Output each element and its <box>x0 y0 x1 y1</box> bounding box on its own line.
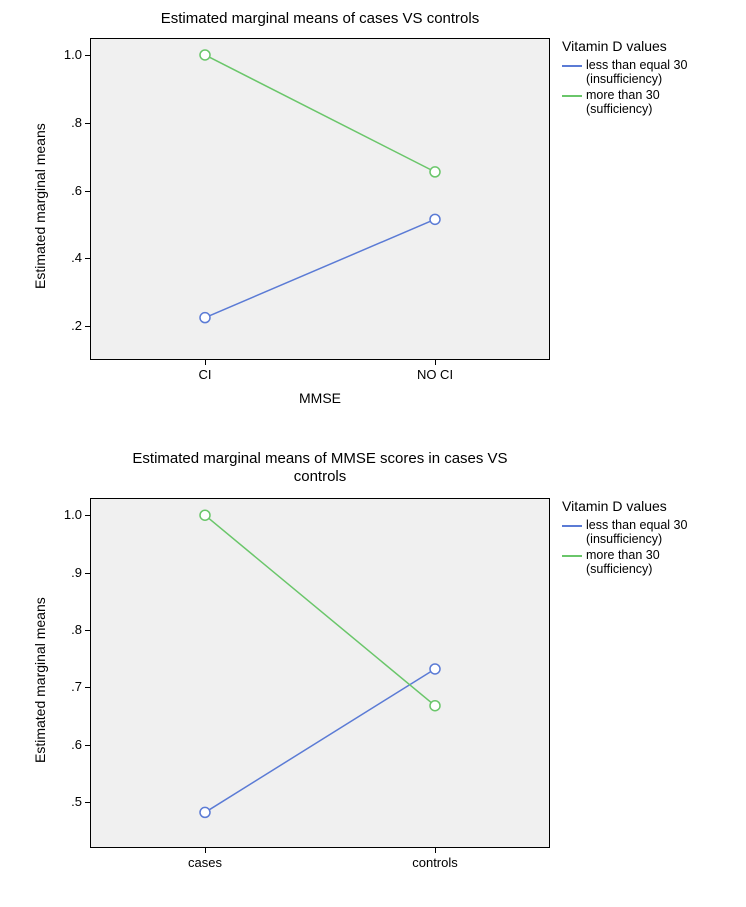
y-tick-label: .6 <box>42 183 82 198</box>
y-tick-mark <box>85 515 90 516</box>
y-axis-label: Estimated marginal means <box>32 123 48 289</box>
series-line <box>205 219 435 317</box>
y-tick-mark <box>85 123 90 124</box>
series-marker <box>200 807 210 817</box>
legend-swatch <box>562 65 582 67</box>
y-tick-mark <box>85 573 90 574</box>
x-tick-label: CI <box>199 367 212 382</box>
series-marker <box>430 664 440 674</box>
legend-item: less than equal 30 (insufficiency) <box>562 518 716 547</box>
x-tick-label: cases <box>188 855 222 870</box>
y-tick-label: .5 <box>42 794 82 809</box>
legend-text: more than 30 (sufficiency) <box>586 88 716 117</box>
y-tick-label: .7 <box>42 679 82 694</box>
x-tick-mark <box>435 360 436 365</box>
y-tick-mark <box>85 258 90 259</box>
y-tick-mark <box>85 802 90 803</box>
legend-text: more than 30 (sufficiency) <box>586 548 716 577</box>
legend: Vitamin D values less than equal 30 (insu… <box>562 38 716 118</box>
y-tick-label: .2 <box>42 318 82 333</box>
chart-title: Estimated marginal means of cases VS con… <box>90 10 550 28</box>
y-tick-label: .9 <box>42 565 82 580</box>
x-tick-mark <box>205 848 206 853</box>
series-marker <box>430 214 440 224</box>
y-tick-label: .6 <box>42 737 82 752</box>
y-axis-label: Estimated marginal means <box>32 597 48 763</box>
legend-swatch <box>562 555 582 557</box>
chart-title: Estimated marginal means of MMSE scores … <box>90 450 550 486</box>
y-tick-mark <box>85 55 90 56</box>
legend-text: less than equal 30 (insufficiency) <box>586 58 716 87</box>
series-line <box>205 515 435 705</box>
plot-svg <box>90 38 550 360</box>
legend-swatch <box>562 525 582 527</box>
legend: Vitamin D values less than equal 30 (insu… <box>562 498 716 578</box>
y-tick-mark <box>85 630 90 631</box>
legend-item: more than 30 (sufficiency) <box>562 548 716 577</box>
series-marker <box>430 701 440 711</box>
y-tick-mark <box>85 687 90 688</box>
y-tick-label: 1.0 <box>42 507 82 522</box>
y-tick-mark <box>85 326 90 327</box>
x-tick-label: controls <box>412 855 458 870</box>
legend-title: Vitamin D values <box>562 38 716 54</box>
y-tick-label: .8 <box>42 622 82 637</box>
legend-title: Vitamin D values <box>562 498 716 514</box>
y-tick-mark <box>85 745 90 746</box>
x-axis-label: MMSE <box>90 390 550 406</box>
series-line <box>205 669 435 812</box>
legend-item: less than equal 30 (insufficiency) <box>562 58 716 87</box>
series-line <box>205 55 435 172</box>
legend-item: more than 30 (sufficiency) <box>562 88 716 117</box>
plot-svg <box>90 498 550 848</box>
series-marker <box>200 313 210 323</box>
x-tick-label: NO CI <box>417 367 453 382</box>
y-tick-label: 1.0 <box>42 47 82 62</box>
chart-block: Estimated marginal means of MMSE scores … <box>0 440 746 900</box>
series-marker <box>430 167 440 177</box>
legend-text: less than equal 30 (insufficiency) <box>586 518 716 547</box>
series-marker <box>200 510 210 520</box>
x-tick-mark <box>435 848 436 853</box>
y-tick-label: .4 <box>42 250 82 265</box>
x-tick-mark <box>205 360 206 365</box>
y-tick-mark <box>85 191 90 192</box>
legend-swatch <box>562 95 582 97</box>
chart-block: Estimated marginal means of cases VS con… <box>0 0 746 440</box>
series-marker <box>200 50 210 60</box>
y-tick-label: .8 <box>42 115 82 130</box>
